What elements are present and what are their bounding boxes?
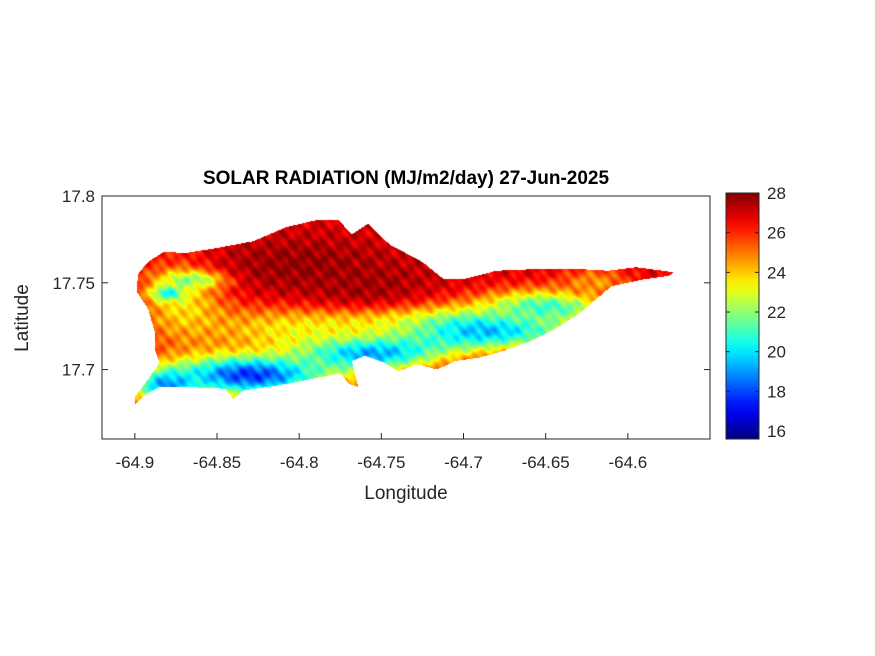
radiation-heatmap	[102, 196, 710, 439]
x-axis: -64.9 -64.85 -64.8 -64.75 -64.7 -64.65 -64.6	[115, 433, 647, 472]
plot-frame	[101, 195, 711, 440]
colorbar-axis: 16 18 20 22 24 26 28	[726, 184, 786, 441]
y-axis: 17.7 17.75 17.8	[52, 187, 710, 380]
x-tick-label: -64.6	[608, 453, 647, 472]
x-tick-label: -64.9	[115, 453, 154, 472]
y-axis-label: Latitude	[12, 284, 33, 352]
chart-title: SOLAR RADIATION (MJ/m2/day) 27-Jun-2025	[203, 168, 610, 189]
x-axis-label: Longitude	[364, 483, 447, 504]
x-tick-label: -64.8	[280, 453, 319, 472]
colorbar-tick-label: 24	[767, 263, 786, 282]
colorbar-tick-label: 18	[767, 382, 786, 401]
colorbar-tick-label: 22	[767, 303, 786, 322]
x-tick-label: -64.65	[522, 453, 570, 472]
y-tick-label: 17.8	[62, 187, 95, 206]
y-tick-label: 17.7	[62, 361, 95, 380]
colorbar-tick-label: 16	[767, 422, 786, 441]
x-tick-label: -64.75	[357, 453, 405, 472]
colorbar-tick-label: 20	[767, 343, 786, 362]
heatmap-layer	[102, 196, 710, 439]
x-tick-label: -64.85	[193, 453, 241, 472]
colorbar	[725, 192, 760, 440]
colorbar-tick-label: 28	[767, 184, 786, 203]
x-tick-label: -64.7	[444, 453, 483, 472]
y-tick-label: 17.75	[52, 274, 95, 293]
colorbar-tick-label: 26	[767, 224, 786, 243]
